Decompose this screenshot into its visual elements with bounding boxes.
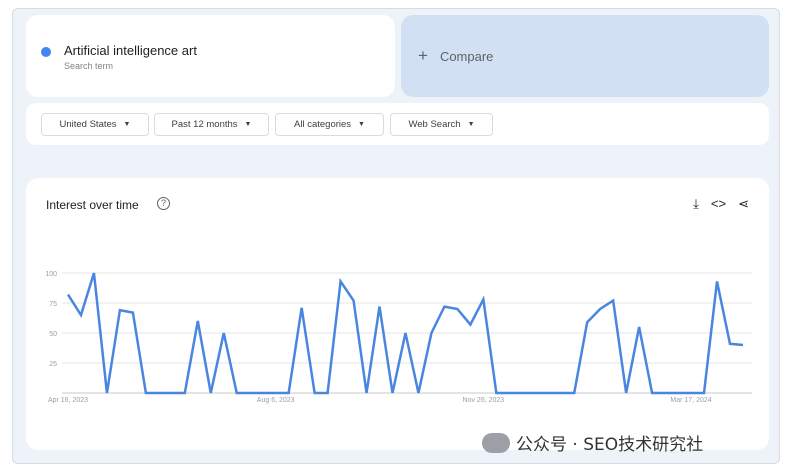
filter-label: Past 12 months xyxy=(171,119,238,130)
x-tick-label: Aug 6, 2023 xyxy=(257,397,295,404)
download-icon[interactable]: ⤓ xyxy=(693,196,699,211)
filter-label: All categories xyxy=(294,119,352,130)
filter-search-type[interactable]: Web Search ▼ xyxy=(390,113,493,136)
search-term-name[interactable]: Artificial intelligence art xyxy=(64,43,197,58)
filter-region[interactable]: United States ▼ xyxy=(41,113,149,136)
help-icon[interactable]: ? xyxy=(157,197,170,210)
search-term-label: Search term xyxy=(64,61,114,71)
filters-bar: United States ▼ Past 12 months ▼ All categ… xyxy=(26,103,769,145)
plus-icon: + xyxy=(418,46,428,65)
term-color-dot xyxy=(41,47,51,57)
filter-label: Web Search xyxy=(408,119,461,130)
interest-over-time-card: Interest over time ? ⤓ <> ⋖ xyxy=(26,178,769,450)
watermark: 公众号 · SEO技术研究社 xyxy=(482,430,703,455)
search-term-card[interactable]: Artificial intelligence art Search term xyxy=(26,15,395,97)
filter-time[interactable]: Past 12 months ▼ xyxy=(154,113,269,136)
x-tick-label: Nov 26, 2023 xyxy=(463,397,505,404)
share-icon[interactable]: ⋖ xyxy=(738,196,749,211)
y-tick-label: 75 xyxy=(49,301,57,308)
caret-down-icon: ▼ xyxy=(244,121,252,128)
wechat-logo-icon xyxy=(482,432,510,453)
card-title: Interest over time xyxy=(46,198,139,212)
watermark-text: 公众号 · SEO技术研究社 xyxy=(516,435,704,455)
caret-down-icon: ▼ xyxy=(467,121,475,128)
y-tick-label: 50 xyxy=(49,331,57,338)
x-tick-label: Apr 16, 2023 xyxy=(48,397,88,404)
y-tick-label: 25 xyxy=(49,361,57,368)
compare-label: Compare xyxy=(439,48,494,64)
compare-button[interactable]: + Compare xyxy=(401,15,769,97)
y-tick-label: 100 xyxy=(45,271,57,278)
filter-category[interactable]: All categories ▼ xyxy=(275,113,384,136)
caret-down-icon: ▼ xyxy=(358,121,365,128)
filter-label: United States xyxy=(59,119,117,130)
caret-down-icon: ▼ xyxy=(123,121,131,128)
embed-icon[interactable]: <> xyxy=(710,196,727,211)
x-tick-label: Mar 17, 2024 xyxy=(670,397,711,404)
